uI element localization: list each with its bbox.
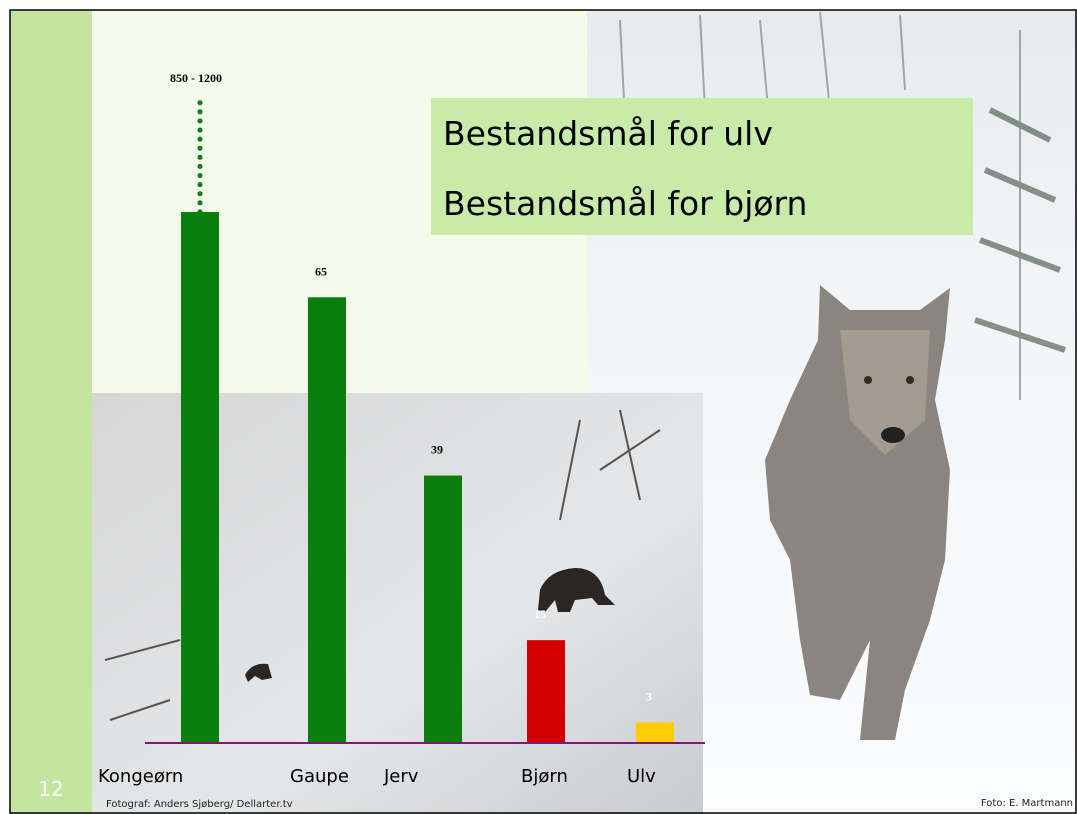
value-label: 65 (315, 264, 327, 278)
category-label: Jerv (383, 766, 419, 787)
category-label: Bjørn (521, 766, 568, 787)
value-label: 3 (646, 689, 652, 703)
slide: Bestandsmål for ulv Bestandsmål for bjør… (0, 0, 1077, 814)
photo-credit: Fotograf: Anders Sjøberg/ Dellarter.tv (106, 799, 293, 810)
value-label: 39 (431, 443, 443, 457)
value-label: 850 - 1200 (170, 71, 222, 85)
photo-credit: Foto: E. Martmann (981, 798, 1073, 809)
value-label: 15 (534, 607, 546, 621)
bar (636, 722, 674, 743)
title-line: Bestandsmål for ulv (443, 114, 773, 153)
bar (527, 640, 565, 743)
bar (424, 476, 462, 743)
slide-number: 12 (38, 777, 63, 801)
bar (308, 297, 346, 743)
title-line: Bestandsmål for bjørn (443, 184, 807, 223)
side-bar (10, 10, 92, 814)
category-label: Gaupe (290, 766, 349, 787)
category-label: Ulv (627, 766, 656, 787)
category-label: Kongeørn (98, 766, 183, 787)
